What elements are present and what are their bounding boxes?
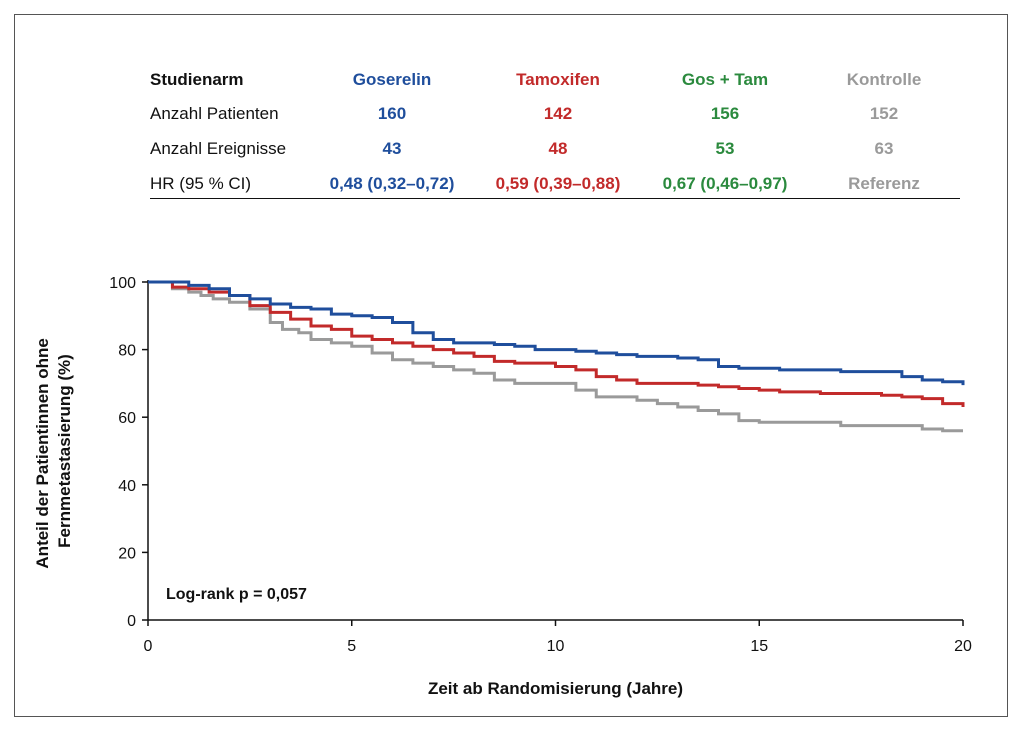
- y-tick-label: 0: [127, 613, 136, 630]
- table-bottom-rule: [150, 198, 960, 199]
- table-header-arm-gos-tam: Gos + Tam: [681, 70, 769, 89]
- y-tick-label: 80: [118, 343, 136, 360]
- survival-curve-1: [148, 280, 965, 408]
- table-header-arm-goserelin: Goserelin: [352, 70, 432, 89]
- y-axis-label-line-1: Anteil der Patientinnen ohne: [33, 338, 52, 568]
- y-tick-label: 100: [109, 275, 136, 292]
- table-cell-hr-tamoxifen: 0,59 (0,39–0,88): [495, 174, 621, 193]
- x-tick-label: 10: [547, 638, 565, 655]
- y-tick-label: 60: [118, 410, 136, 427]
- table-row-label-hr: HR (95 % CI): [150, 174, 252, 193]
- table-cell-hr-kontrolle: Referenz: [848, 174, 920, 193]
- survival-curve-0: [148, 280, 963, 433]
- x-tick-label: 20: [954, 638, 972, 655]
- x-tick-label: 0: [144, 638, 153, 655]
- x-axis-label: Zeit ab Randomisierung (Jahre): [428, 679, 683, 698]
- table-cell-hr-gos-tam: 0,67 (0,46–0,97): [662, 174, 788, 193]
- y-axis-label: Anteil der Patientinnen ohne Fernmetasta…: [33, 333, 74, 568]
- table-header-label: Studienarm: [150, 70, 244, 89]
- table-cell-events-gos-tam: 53: [715, 139, 735, 158]
- table-cell-events-kontrolle: 63: [874, 139, 894, 158]
- table-row-label-events: Anzahl Ereignisse: [150, 139, 287, 158]
- survival-curve-2: [148, 280, 965, 386]
- table-cell-hr-goserelin: 0,48 (0,32–0,72): [329, 174, 455, 193]
- table-cell-events-tamoxifen: 48: [548, 139, 568, 158]
- x-tick-label: 5: [347, 638, 356, 655]
- table-cell-patients-tamoxifen: 142: [543, 104, 573, 123]
- y-axis-label-line-2: Fernmetastasierung (%): [55, 354, 74, 548]
- axes: 0 20 40 60 80 100 0 5 10 15 20: [109, 275, 972, 655]
- table-row-label-patients: Anzahl Patienten: [150, 104, 279, 123]
- y-tick-label: 20: [118, 545, 136, 562]
- figure-frame: [14, 14, 1008, 717]
- log-rank-annotation: Log-rank p = 0,057: [166, 586, 307, 603]
- table-header-arm-tamoxifen: Tamoxifen: [516, 70, 600, 89]
- table-cell-patients-gos-tam: 156: [710, 104, 740, 123]
- y-tick-label: 40: [118, 478, 136, 495]
- table-cell-events-goserelin: 43: [382, 139, 402, 158]
- survival-curves: [148, 280, 965, 433]
- table-cell-patients-kontrolle: 152: [869, 104, 899, 123]
- table-cell-patients-goserelin: 160: [377, 104, 407, 123]
- x-tick-label: 15: [750, 638, 768, 655]
- table-header-arm-kontrolle: Kontrolle: [846, 70, 922, 89]
